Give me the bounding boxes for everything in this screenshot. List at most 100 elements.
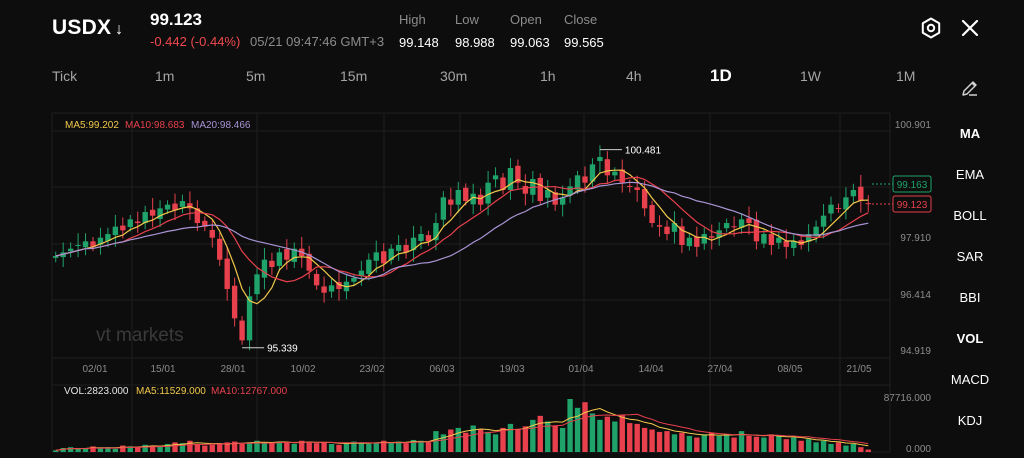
volume-bar (299, 440, 305, 452)
volume-bar (820, 440, 827, 452)
volume-bar (522, 426, 529, 452)
candle (791, 241, 797, 248)
volume-bar (172, 442, 178, 452)
volume-bar (664, 431, 670, 452)
legend-ma20: MA20:98.466 (191, 120, 251, 131)
volume-bar (470, 425, 476, 452)
candle (157, 208, 163, 219)
volume-bar (105, 447, 111, 452)
candle (768, 234, 775, 246)
volume-bar (649, 429, 655, 452)
chart-grid (51, 112, 891, 453)
legend-ma10: MA10:98.683 (125, 120, 185, 131)
candle (194, 208, 201, 224)
timeframe-30m[interactable]: 30m (440, 68, 468, 84)
volume-bar (716, 435, 722, 452)
volume-bar (865, 449, 871, 452)
timeframe-1mo[interactable]: 1M (896, 68, 916, 84)
timeframe-1w[interactable]: 1W (800, 68, 821, 84)
timeframe-tick[interactable]: Tick (52, 68, 78, 84)
candle (433, 223, 439, 241)
volume-bar (388, 442, 394, 452)
volume-bar (209, 444, 215, 452)
timeframe-4h[interactable]: 4h (626, 68, 642, 84)
pencil-icon[interactable] (960, 78, 980, 98)
symbol-title[interactable]: USDX ↓ (52, 16, 123, 40)
candle (574, 175, 581, 190)
candle (410, 237, 417, 251)
volume-bar (686, 435, 693, 452)
volume-bar (500, 427, 506, 452)
candle (209, 229, 215, 238)
candle (381, 251, 387, 264)
volume-bar (455, 427, 461, 452)
candle (559, 197, 566, 205)
y-tick-label: 96.414 (900, 290, 931, 301)
x-tick-label: 15/01 (150, 364, 175, 375)
indicator-bbi[interactable]: BBI (959, 290, 981, 305)
timeframe-1m[interactable]: 1m (155, 68, 175, 84)
close-icon[interactable] (958, 16, 982, 40)
volume-bar (798, 440, 804, 452)
volume-bar (75, 448, 81, 452)
volume-bar (425, 442, 432, 452)
timeframe-1d[interactable]: 1D (710, 66, 732, 85)
quote-timestamp: 05/21 09:47:46 GMT+3 (250, 34, 385, 49)
timeframe-1h[interactable]: 1h (540, 68, 556, 84)
volume-bar (858, 447, 864, 452)
candle (813, 226, 819, 237)
volume-bar (395, 441, 402, 452)
candle (388, 248, 394, 261)
candle (761, 234, 767, 244)
candle (619, 169, 625, 183)
volume-bar (433, 431, 439, 452)
indicator-sar[interactable]: SAR (956, 249, 984, 264)
candle (366, 259, 372, 274)
price-change: -0.442 (-0.44%) (150, 34, 241, 49)
volume-bar (403, 443, 409, 452)
ohlc-close: Close 99.565 (564, 12, 604, 50)
candle (858, 186, 864, 202)
volume-bar (53, 450, 59, 452)
candle (671, 223, 678, 232)
candle (709, 236, 715, 238)
ohlc-label: High (399, 12, 426, 27)
indicator-kdj[interactable]: KDJ (957, 413, 983, 428)
indicator-macd[interactable]: MACD (950, 372, 990, 387)
volume-bars (53, 399, 871, 452)
indicator-boll[interactable]: BOLL (953, 208, 987, 223)
volume-bar (164, 443, 171, 452)
last-price-tag-label: 99.123 (897, 200, 928, 211)
candle (776, 237, 782, 243)
candle (202, 220, 208, 227)
last-price-tag (892, 195, 932, 213)
volume-bar (254, 440, 260, 452)
candle (179, 201, 186, 207)
volume-bar (246, 442, 253, 452)
ohlc-low: Low 98.988 (455, 12, 495, 50)
settings-icon[interactable] (919, 16, 943, 40)
timeframe-15m[interactable]: 15m (340, 68, 368, 84)
x-tick-label: 23/02 (359, 364, 384, 375)
candle (679, 226, 685, 246)
indicator-vol[interactable]: VOL (956, 331, 984, 346)
volume-bar (589, 413, 596, 452)
ohlc-label: Open (510, 12, 542, 27)
candle (664, 226, 670, 235)
candle (850, 190, 857, 197)
indicator-ma[interactable]: MA (959, 126, 981, 141)
candle (477, 194, 484, 205)
volume-bar (284, 442, 290, 452)
candle (552, 192, 558, 205)
volume-bar (567, 399, 573, 452)
candle (455, 190, 461, 205)
y-tick-label: 100.901 (895, 120, 932, 131)
volume-bar (813, 442, 819, 452)
indicator-ema[interactable]: EMA (955, 167, 985, 182)
candle (313, 273, 320, 286)
legend-ma5: MA5:99.202 (65, 120, 119, 131)
timeframe-5m[interactable]: 5m (246, 68, 266, 84)
quote-header: USDX ↓ 99.123 -0.442 (-0.44%) 05/21 09:47… (0, 0, 1024, 60)
volume-bar (530, 419, 536, 452)
